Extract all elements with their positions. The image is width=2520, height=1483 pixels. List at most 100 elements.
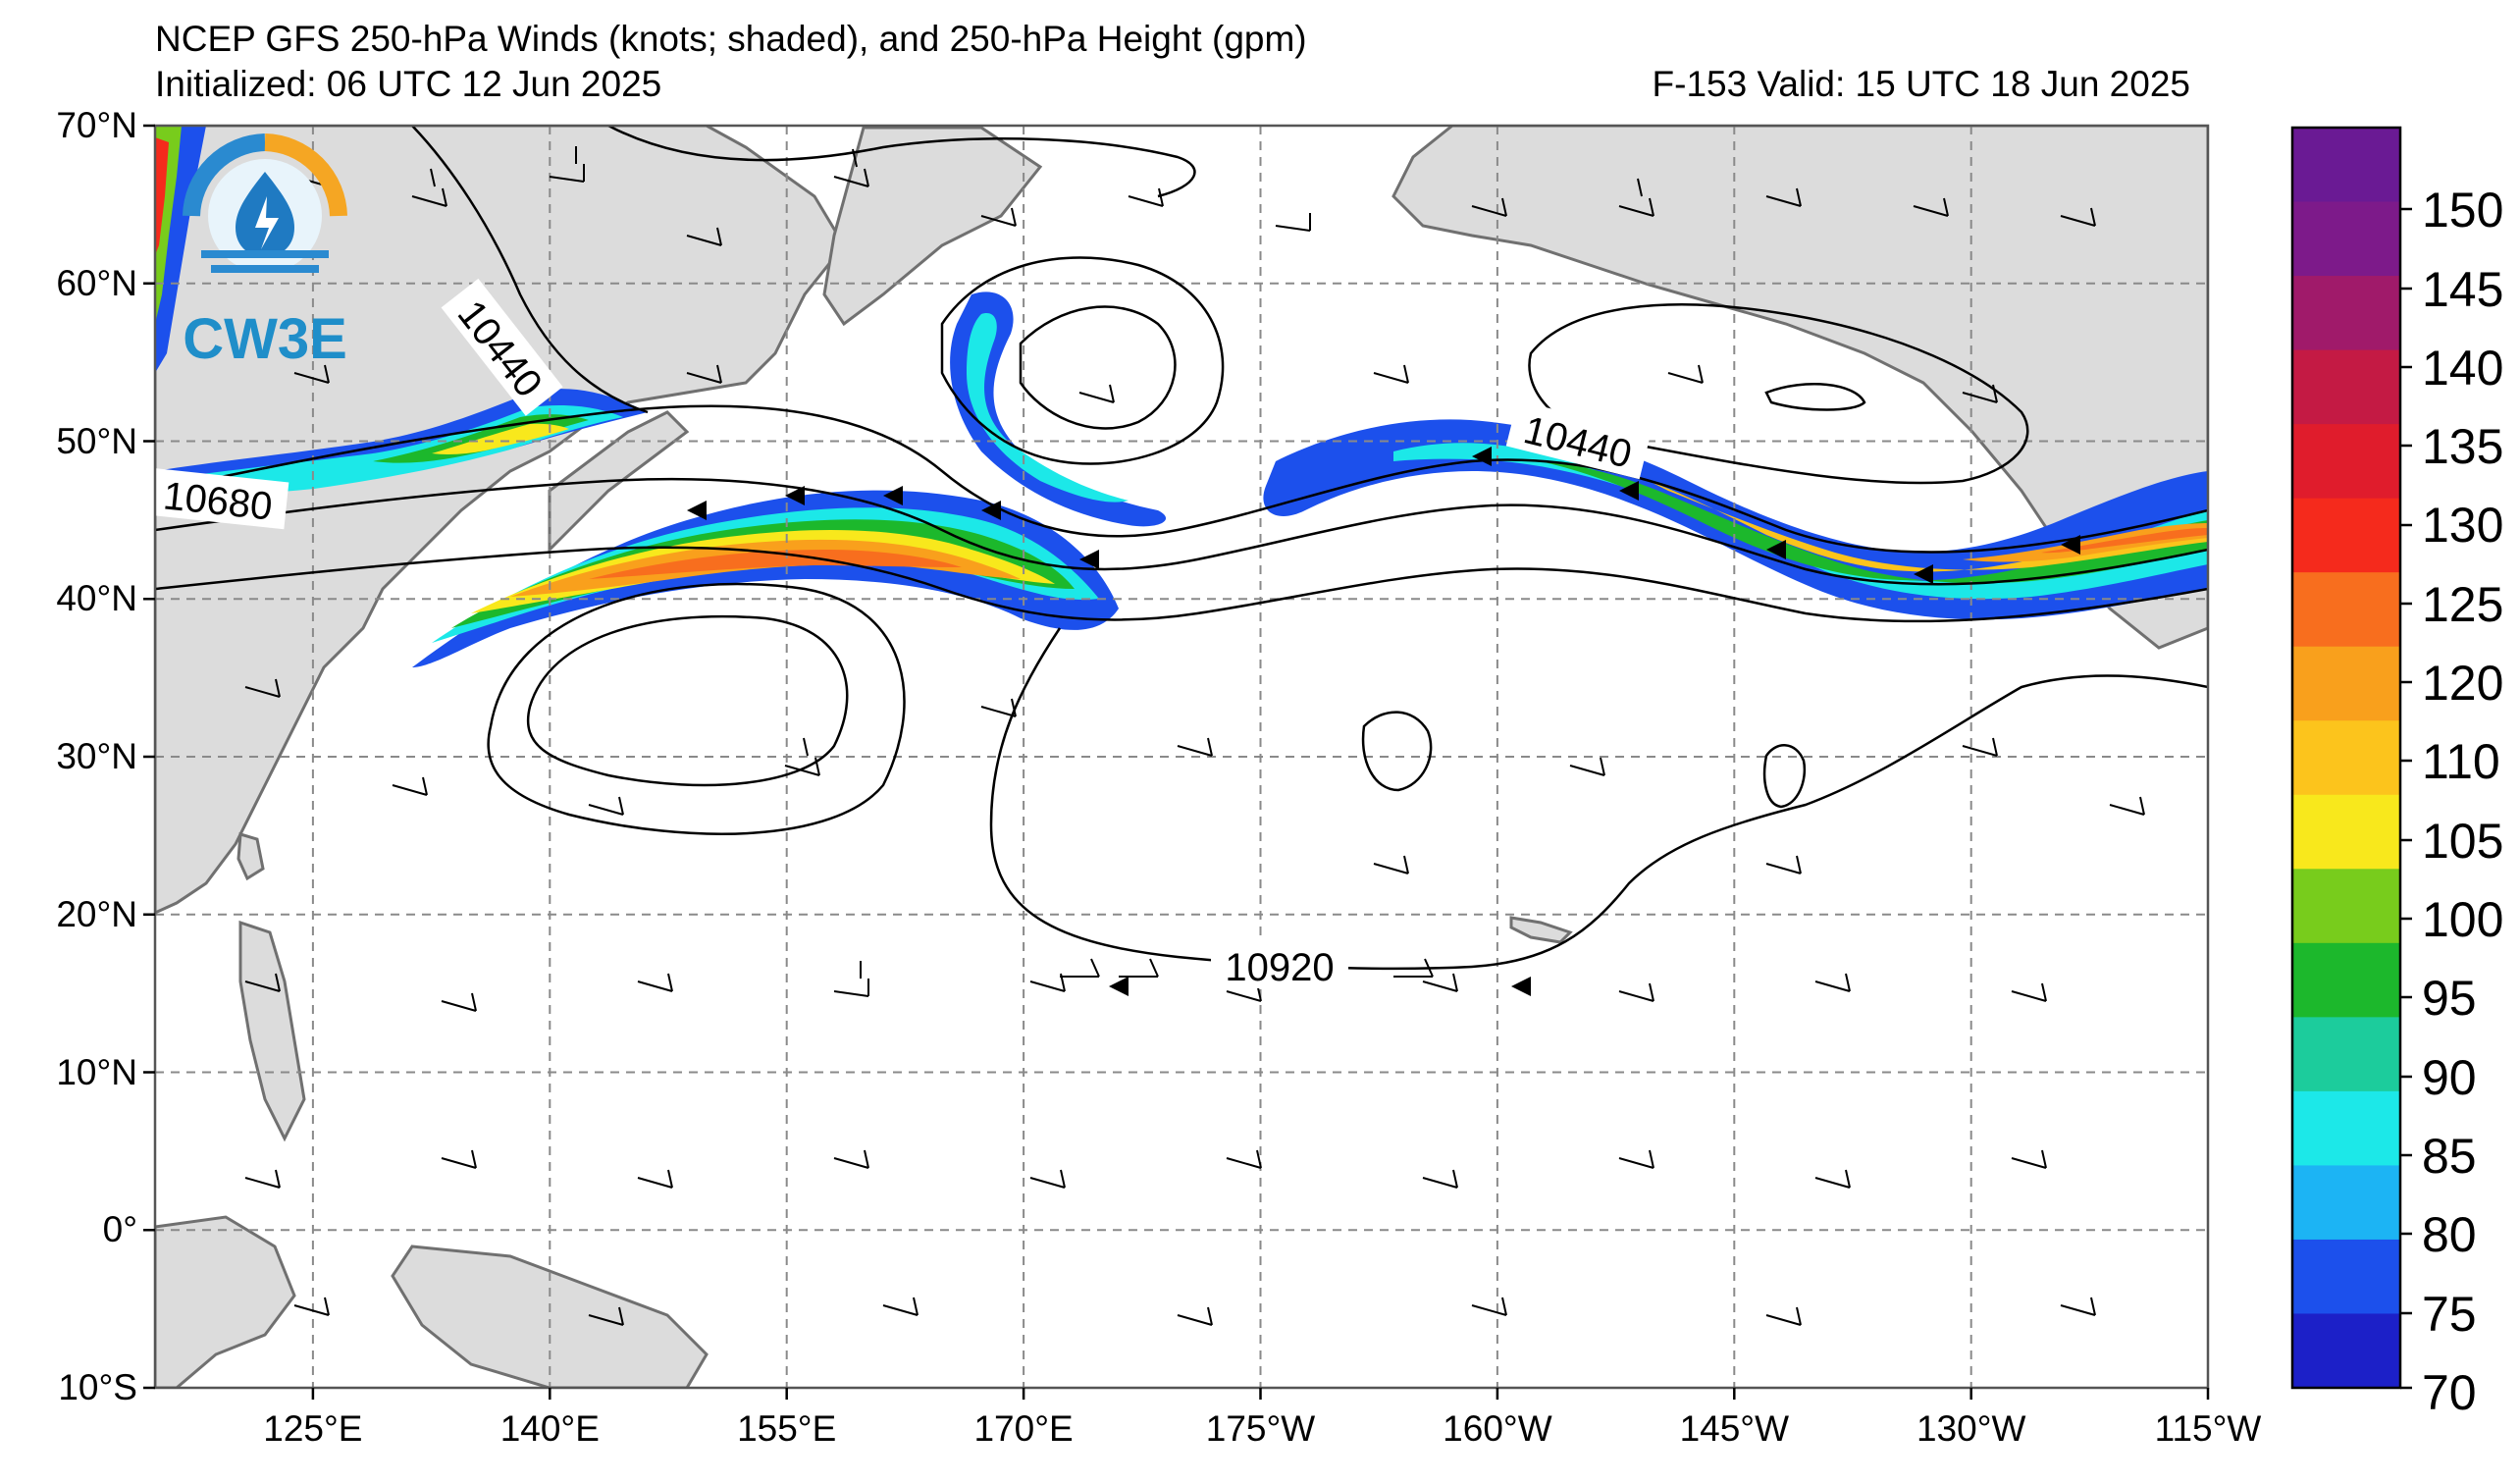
logo-text: CW3E bbox=[183, 307, 347, 371]
logo-bolt-icon bbox=[255, 196, 279, 249]
map-title: NCEP GFS 250-hPa Winds (knots; shaded), … bbox=[155, 19, 1307, 59]
colorbar-label-140: 140 bbox=[2422, 341, 2503, 396]
colorbar-label-85: 85 bbox=[2422, 1129, 2477, 1184]
lat-label-0: 0° bbox=[103, 1209, 137, 1249]
lat-label-30n: 30°N bbox=[56, 736, 137, 776]
wind-pennants bbox=[687, 447, 2080, 996]
contour-jet-lower bbox=[155, 546, 2208, 623]
lon-label-155e: 155°E bbox=[737, 1408, 836, 1449]
lat-label-60n: 60°N bbox=[56, 263, 137, 303]
philippines bbox=[238, 920, 306, 1142]
lon-label-175w: 175°W bbox=[1206, 1408, 1316, 1449]
contour-jet-upper bbox=[155, 404, 2208, 554]
jet-bering-trough-core bbox=[967, 313, 1129, 503]
colorbar-segment bbox=[2292, 646, 2400, 721]
contour-northern-loop bbox=[607, 126, 1196, 198]
logo-arc-blue bbox=[183, 133, 266, 217]
lat-label-10s: 10°S bbox=[58, 1367, 137, 1407]
colorbar-segment bbox=[2292, 1165, 2400, 1241]
jet-bering-trough bbox=[950, 291, 1167, 527]
latitude-ticks bbox=[143, 124, 155, 1390]
new-guinea bbox=[391, 1245, 709, 1388]
initialized-time: Initialized: 06 UTC 12 Jun 2025 bbox=[155, 64, 662, 104]
taiwan bbox=[236, 832, 265, 881]
longitude-labels: 125°E 140°E 155°E 170°E 175°W 160°W 145°… bbox=[263, 1408, 2261, 1449]
colorbar-segment bbox=[2292, 794, 2400, 870]
jet-northwest-corner-red bbox=[155, 137, 169, 255]
colorbar-label-95: 95 bbox=[2422, 971, 2477, 1026]
contour-10920 bbox=[989, 627, 2208, 971]
colorbar-segment bbox=[2292, 201, 2400, 277]
wind-barbs bbox=[244, 146, 2145, 1326]
cw3e-logo: CW3E bbox=[183, 133, 347, 371]
colorbar-label-110: 110 bbox=[2422, 734, 2500, 789]
colorbar-label-100: 100 bbox=[2422, 892, 2503, 947]
colorbar-label-120: 120 bbox=[2422, 656, 2503, 711]
kamchatka bbox=[822, 126, 1043, 327]
jet-east-core-green bbox=[1531, 459, 2208, 584]
lat-label-20n: 20°N bbox=[56, 894, 137, 934]
colorbar-segment bbox=[2292, 1239, 2400, 1315]
lon-label-145w: 145°W bbox=[1680, 1408, 1790, 1449]
contour-low-bering-outer bbox=[940, 256, 1225, 465]
lat-label-70n: 70°N bbox=[56, 105, 137, 145]
colorbar-segment bbox=[2292, 869, 2400, 944]
colorbar-label-135: 135 bbox=[2422, 419, 2503, 474]
contour-high-west bbox=[527, 614, 849, 787]
colorbar-label-150: 150 bbox=[2422, 183, 2503, 238]
map-area: 10440 10680 10440 10920 CW3E bbox=[155, 126, 2208, 1388]
wind-speed-colorbar bbox=[2292, 128, 2400, 1389]
lon-label-170e: 170°E bbox=[973, 1408, 1073, 1449]
lat-label-40n: 40°N bbox=[56, 578, 137, 618]
jet-asia-branch-yellow bbox=[432, 423, 569, 454]
colorbar-segment bbox=[2292, 349, 2400, 425]
contour-labels: 10440 10680 10440 10920 bbox=[155, 278, 1652, 989]
colorbar-label-105: 105 bbox=[2422, 814, 2503, 869]
colorbar-label-75: 75 bbox=[2422, 1287, 2477, 1342]
colorbar-segment bbox=[2292, 572, 2400, 648]
lon-label-140e: 140°E bbox=[500, 1408, 600, 1449]
lat-label-10n: 10°N bbox=[56, 1052, 137, 1092]
colorbar-ticks bbox=[2400, 207, 2412, 1390]
valid-time: F-153 Valid: 15 UTC 18 Jun 2025 bbox=[1652, 64, 2190, 104]
contour-east-low-inner bbox=[1764, 383, 1866, 411]
colorbar-segment bbox=[2292, 942, 2400, 1018]
lon-label-160w: 160°W bbox=[1443, 1408, 1552, 1449]
colorbar-segment bbox=[2292, 1017, 2400, 1092]
contour-label-10920: 10920 bbox=[1225, 946, 1334, 989]
latitude-labels: 70°N 60°N 50°N 40°N 30°N 20°N 10°N 0° 10… bbox=[56, 105, 137, 1407]
colorbar-segment bbox=[2292, 720, 2400, 796]
colorbar-label-130: 130 bbox=[2422, 498, 2503, 553]
lon-label-115w: 115°W bbox=[2155, 1408, 2262, 1449]
jet-east-core-orange bbox=[1963, 523, 2208, 562]
longitude-ticks bbox=[311, 1388, 2210, 1400]
colorbar-label-80: 80 bbox=[2422, 1207, 2477, 1262]
alaska-landmass bbox=[1391, 126, 2208, 650]
colorbar-frame bbox=[2290, 126, 2402, 1390]
colorbar-label-145: 145 bbox=[2422, 262, 2503, 317]
colorbar-segment bbox=[2292, 128, 2400, 203]
lon-label-130w: 130°W bbox=[1916, 1408, 2026, 1449]
colorbar-segment bbox=[2292, 424, 2400, 500]
colorbar-segment bbox=[2292, 276, 2400, 351]
colorbar-segment bbox=[2292, 498, 2400, 573]
colorbar-label-70: 70 bbox=[2422, 1365, 2477, 1420]
lat-label-50n: 50°N bbox=[56, 421, 137, 461]
colorbar-label-125: 125 bbox=[2422, 577, 2503, 632]
jet-east-core-cyan bbox=[1393, 443, 2208, 600]
colorbar-label-90: 90 bbox=[2422, 1050, 2477, 1105]
colorbar-segment bbox=[2292, 1090, 2400, 1167]
borneo-sulawesi bbox=[155, 1215, 296, 1388]
hawaii bbox=[1509, 916, 1573, 944]
contour-jet-mid bbox=[155, 477, 2208, 586]
colorbar-segment bbox=[2292, 1313, 2400, 1389]
contour-small-high-east bbox=[1762, 744, 1807, 809]
jet-east-core-red bbox=[2041, 528, 2208, 554]
contour-small-high bbox=[1361, 711, 1433, 792]
contour-10440-west bbox=[411, 126, 649, 414]
contour-high-west-outer bbox=[487, 582, 906, 835]
lon-label-125e: 125°E bbox=[263, 1408, 362, 1449]
contour-low-bering bbox=[1019, 305, 1177, 430]
jet-west-core-red bbox=[589, 550, 962, 579]
